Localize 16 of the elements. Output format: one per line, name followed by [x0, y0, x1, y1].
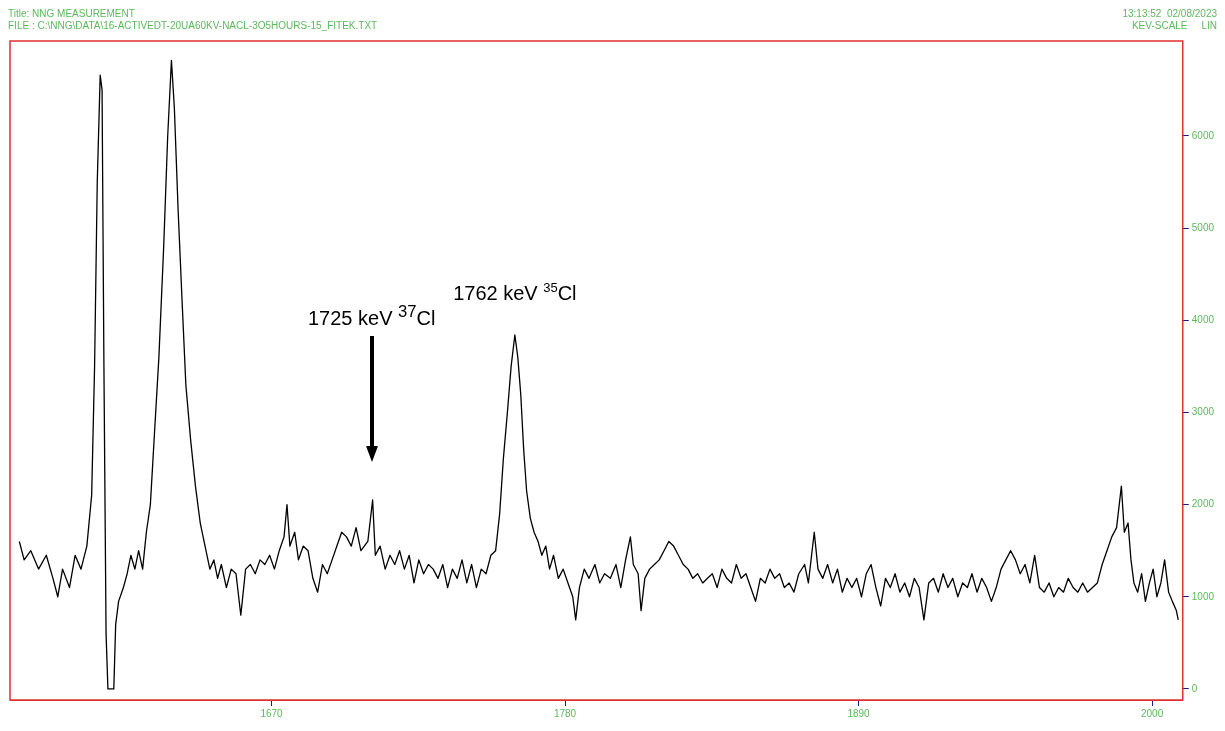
chart-title: Title: NNG MEASUREMENT — [8, 8, 136, 20]
x-tick-label: 1890 — [847, 707, 871, 719]
chart-subtitle: FILE : C:\NNG\DATA\16-ACTIVEDT-20UA60KV-NACL-3O5HOURS-15_FITEK.TXT — [8, 20, 378, 32]
y-tick-label: 0 — [1191, 682, 1198, 694]
x-tick-label: 1670 — [260, 707, 284, 719]
y-tick-label: 5000 — [1191, 221, 1215, 233]
text: 13:13:52 02/08/2023 — [1122, 8, 1217, 20]
y-tick-label: 2000 — [1191, 498, 1215, 510]
y-tick-label: 4000 — [1191, 314, 1215, 326]
x-tick-label: 1780 — [553, 707, 577, 719]
x-tick-label: 2000 — [1140, 707, 1164, 719]
text: KEV-SCALE LIN — [1130, 20, 1217, 32]
y-tick-label: 3000 — [1191, 406, 1215, 418]
y-tick-label: 6000 — [1191, 129, 1215, 141]
y-tick-label: 1000 — [1191, 590, 1215, 602]
annotation: 1725 keV $^{37}$Cl — [308, 302, 436, 330]
